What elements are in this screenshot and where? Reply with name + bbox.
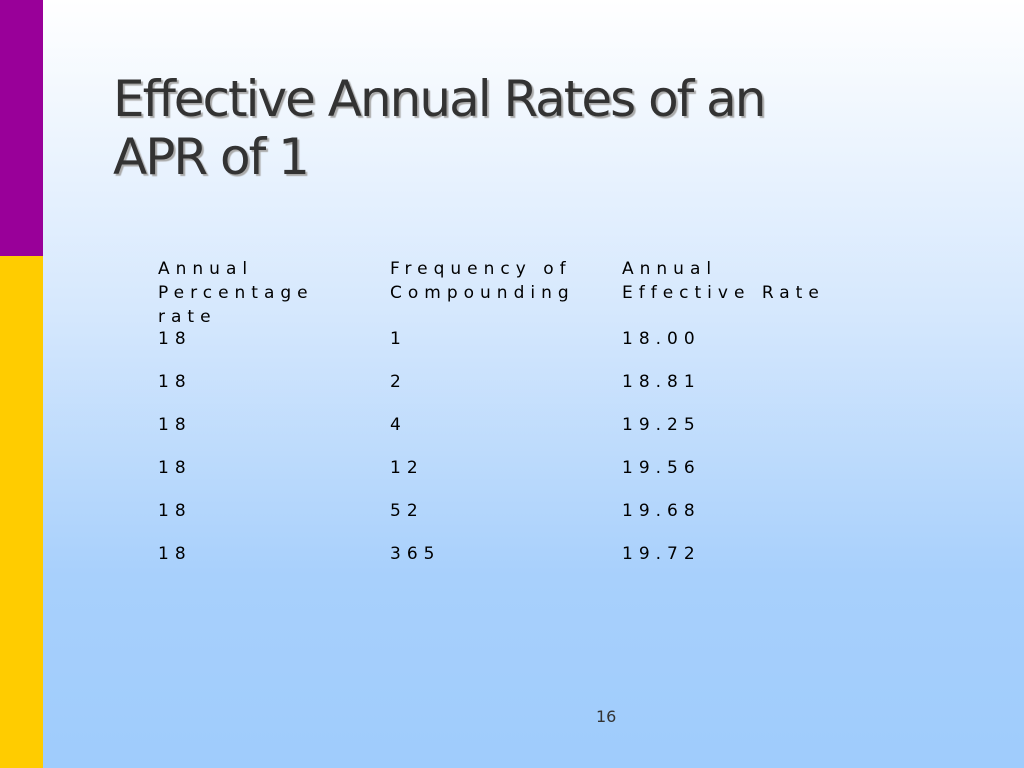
frequency-cell: 1 [390, 329, 407, 349]
apr-cell: 18 [158, 329, 192, 349]
header-line: Annual [158, 259, 254, 279]
table-row: 18 365 19.72 [158, 544, 882, 587]
header-line: Annual [622, 259, 718, 279]
header-line: Compounding [390, 283, 575, 303]
table-row: 18 52 19.68 [158, 501, 882, 544]
table-row: 18 2 18.81 [158, 372, 882, 415]
frequency-cell: 365 [390, 544, 441, 564]
table-row: 18 12 19.56 [158, 458, 882, 501]
header-line: rate [158, 307, 217, 327]
effective-rate-cell: 19.72 [622, 544, 701, 564]
effective-rate-cell: 19.56 [622, 458, 701, 478]
frequency-cell: 2 [390, 372, 407, 392]
slide-title-line-1: Effective Annual Rates of an [113, 70, 767, 128]
effective-rate-cell: 19.68 [622, 501, 701, 521]
apr-cell: 18 [158, 544, 192, 564]
frequency-cell: 4 [390, 415, 407, 435]
page-number: 16 [596, 707, 617, 726]
table-header-row: Annual Percentage rate Frequency of Comp… [158, 257, 882, 329]
header-line: Frequency of [390, 259, 572, 279]
header-annual-effective-rate: Annual Effective Rate [622, 257, 882, 329]
apr-cell: 18 [158, 458, 192, 478]
effective-rate-cell: 18.81 [622, 372, 701, 392]
apr-cell: 18 [158, 415, 192, 435]
frequency-cell: 12 [390, 458, 424, 478]
header-line: Effective Rate [622, 283, 825, 303]
header-annual-percentage-rate: Annual Percentage rate [158, 257, 390, 329]
effective-rates-table: Annual Percentage rate Frequency of Comp… [158, 257, 882, 587]
header-frequency-of-compounding: Frequency of Compounding [390, 257, 622, 329]
effective-rate-cell: 18.00 [622, 329, 701, 349]
apr-cell: 18 [158, 372, 192, 392]
slide-title: Effective Annual Rates of an APR of 1 [113, 70, 993, 186]
effective-rate-cell: 19.25 [622, 415, 701, 435]
table-row: 18 4 19.25 [158, 415, 882, 458]
frequency-cell: 52 [390, 501, 424, 521]
left-accent-bar-yellow [0, 256, 43, 768]
slide-title-line-2: APR of 1 [113, 128, 310, 186]
left-accent-bar-purple [0, 0, 43, 256]
apr-cell: 18 [158, 501, 192, 521]
table-row: 18 1 18.00 [158, 329, 882, 372]
header-line: Percentage [158, 283, 314, 303]
